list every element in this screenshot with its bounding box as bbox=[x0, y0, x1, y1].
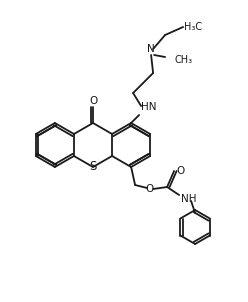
Text: N: N bbox=[147, 44, 155, 54]
Text: H₃C: H₃C bbox=[184, 22, 202, 32]
Text: O: O bbox=[89, 96, 97, 106]
Text: CH₃: CH₃ bbox=[174, 55, 192, 65]
Text: O: O bbox=[176, 166, 184, 176]
Text: NH: NH bbox=[181, 194, 197, 204]
Text: HN: HN bbox=[141, 102, 156, 112]
Text: S: S bbox=[89, 160, 97, 174]
Text: O: O bbox=[145, 184, 153, 194]
